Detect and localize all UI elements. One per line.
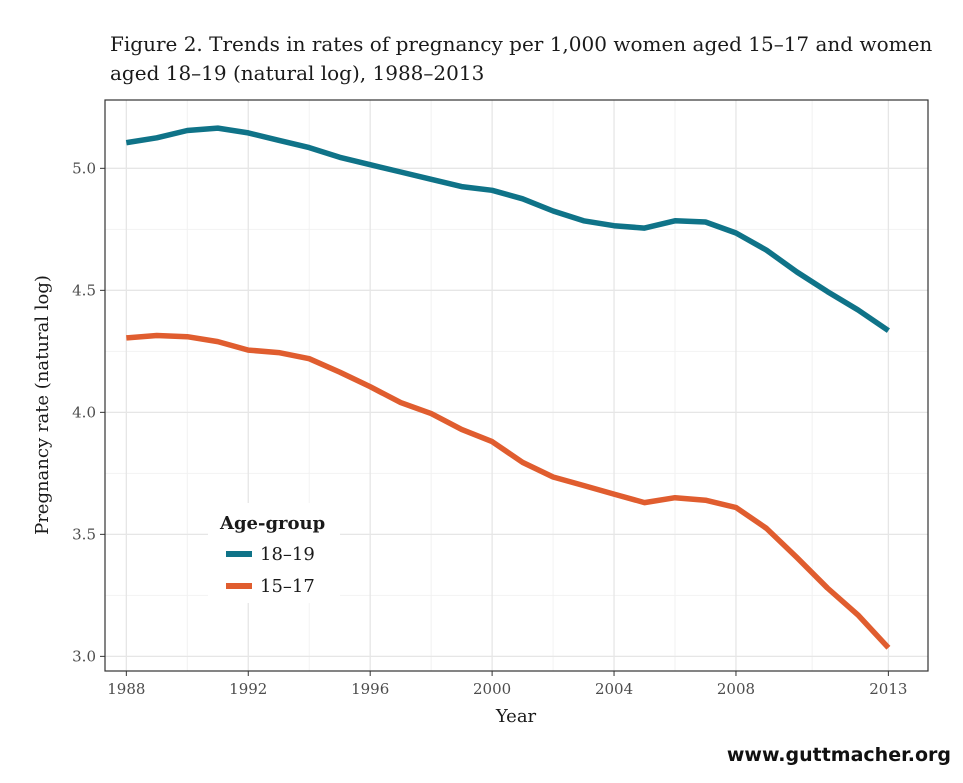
legend-label-15-17: 15–17 — [260, 576, 315, 597]
axis-ticks: 3.0 3.5 4.0 4.5 5.0 1988 1992 1996 2000 2004 2008 2… — [72, 159, 907, 698]
plot-frame — [104, 99, 929, 672]
x-tick-label: 1992 — [229, 680, 267, 698]
series-line-15-17 — [126, 332, 891, 650]
x-tick-label: 2004 — [595, 680, 633, 698]
chart-title: Figure 2. Trends in rates of pregnancy p… — [110, 32, 933, 85]
legend-label-18-19: 18–19 — [260, 544, 315, 565]
x-tick-label: 2013 — [869, 680, 907, 698]
source-url: www.guttmacher.org — [726, 744, 951, 766]
x-axis-title: Year — [495, 706, 537, 727]
y-tick-label: 4.5 — [72, 281, 96, 299]
legend-title: Age-group — [219, 513, 325, 534]
y-tick-label: 5.0 — [72, 159, 96, 177]
y-tick-label: 4.0 — [72, 403, 96, 421]
series-layer — [125, 125, 891, 650]
series-line-18-19 — [125, 125, 890, 333]
x-tick-label: 2000 — [473, 680, 511, 698]
y-tick-label: 3.0 — [72, 647, 96, 665]
x-tick-label: 2008 — [717, 680, 755, 698]
x-tick-label: 1996 — [351, 680, 389, 698]
legend: Age-group 18–19 15–17 — [208, 503, 340, 603]
y-tick-label: 3.5 — [72, 525, 96, 543]
x-tick-label: 1988 — [107, 680, 145, 698]
y-axis-title: Pregnancy rate (natural log) — [32, 275, 53, 535]
